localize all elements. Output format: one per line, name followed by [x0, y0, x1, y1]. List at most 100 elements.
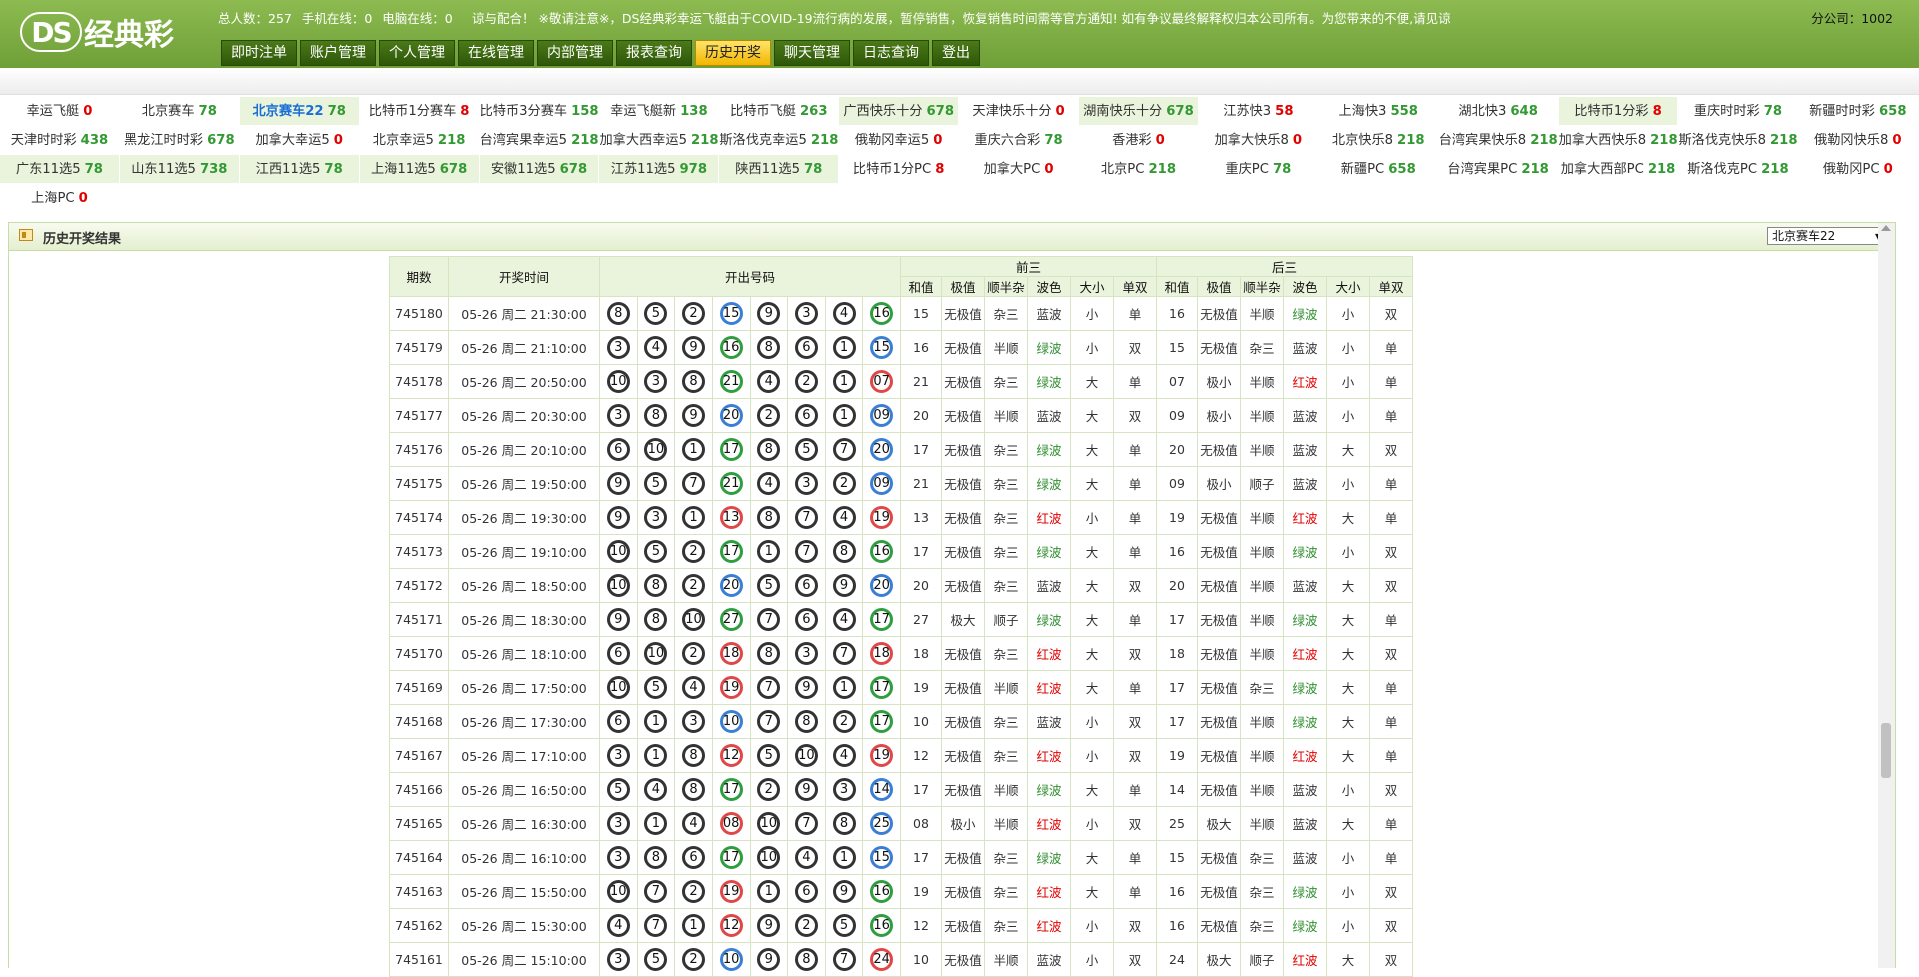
lottery-count: 78 — [803, 162, 823, 177]
ball-cell: 18 — [862, 636, 901, 671]
lottery-item[interactable]: 北京幸运5 218 — [359, 126, 480, 155]
lottery-name: 重庆六合彩 — [974, 133, 1041, 148]
ball-cell: 2 — [824, 466, 864, 501]
ball-cell: 14 — [862, 772, 901, 807]
table-row: 745161 05-26 周二 15:10:00 3 5 2 10 9 8 7 24 10 无极值 半顺… — [389, 942, 1413, 977]
nav-item-7[interactable]: 聊天管理 — [774, 40, 850, 66]
lottery-item[interactable]: 新疆时时彩 658 — [1798, 97, 1919, 126]
lottery-item[interactable]: 黑龙江时时彩 678 — [119, 126, 240, 155]
nav-item-0[interactable]: 即时注单 — [221, 40, 297, 66]
lottery-item[interactable]: 安徽11选5 678 — [479, 155, 600, 184]
lottery-item[interactable]: 比特币1分PC 8 — [839, 155, 960, 184]
time-cell: 05-26 周二 16:10:00 — [448, 840, 600, 875]
front3-cell: 无极值 — [941, 296, 985, 331]
time-cell: 05-26 周二 17:30:00 — [448, 704, 600, 739]
lottery-item[interactable]: 北京PC 218 — [1079, 155, 1199, 184]
time-cell: 05-26 周二 16:50:00 — [448, 772, 600, 807]
lottery-item[interactable]: 北京快乐8 218 — [1318, 126, 1439, 155]
ball-cell: 8 — [636, 398, 676, 433]
back3-cell: 小 — [1326, 874, 1370, 909]
back3-cell: 16 — [1156, 534, 1198, 569]
nav-item-4[interactable]: 内部管理 — [537, 40, 613, 66]
nav-item-5[interactable]: 报表查询 — [616, 40, 692, 66]
number-ball: 10 — [606, 676, 630, 699]
back3-cell: 无极值 — [1197, 874, 1241, 909]
lottery-item[interactable]: 北京赛车22 78 — [239, 97, 360, 126]
lottery-name: 黑龙江时时彩 — [124, 133, 204, 148]
lottery-item[interactable]: 斯洛伐克PC 218 — [1678, 155, 1799, 184]
front3-cell: 杂三 — [984, 296, 1028, 331]
lottery-item[interactable]: 俄勒冈快乐8 0 — [1798, 126, 1919, 155]
lottery-item[interactable]: 江西11选5 78 — [239, 155, 360, 184]
lottery-item[interactable]: 台湾宾果PC 218 — [1438, 155, 1559, 184]
lottery-item[interactable]: 湖北快3 648 — [1438, 97, 1559, 126]
front3-cell: 无极值 — [941, 330, 985, 365]
lottery-count: 78 — [198, 104, 217, 119]
nav-item-9[interactable]: 登出 — [932, 40, 980, 66]
lottery-item[interactable]: 俄勒冈PC 0 — [1798, 155, 1919, 184]
lottery-item[interactable]: 幸运飞艇新 138 — [599, 97, 720, 126]
lottery-item[interactable]: 比特币1分彩 8 — [1558, 97, 1679, 126]
lottery-item[interactable]: 幸运飞艇 0 — [0, 97, 120, 126]
lottery-item[interactable]: 江苏11选5 978 — [599, 155, 720, 184]
lottery-item[interactable]: 重庆六合彩 78 — [959, 126, 1080, 155]
nav-item-2[interactable]: 个人管理 — [379, 40, 455, 66]
lottery-item[interactable]: 北京赛车 78 — [119, 97, 240, 126]
time-cell: 05-26 周二 19:50:00 — [448, 466, 600, 501]
lottery-item[interactable]: 比特币3分赛车 158 — [479, 97, 600, 126]
ball-cell: 9 — [749, 908, 789, 943]
lottery-item[interactable]: 重庆PC 78 — [1198, 155, 1319, 184]
issue-cell: 745175 — [389, 466, 449, 501]
ball-cell: 4 — [749, 466, 789, 501]
scroll-up-icon[interactable] — [1881, 225, 1891, 231]
lottery-item[interactable]: 加拿大西快乐8 218 — [1558, 126, 1679, 155]
lottery-item[interactable]: 斯洛伐克幸运5 218 — [719, 126, 840, 155]
back3-cell: 无极值 — [1197, 330, 1241, 365]
nav-item-1[interactable]: 账户管理 — [300, 40, 376, 66]
lottery-item[interactable]: 加拿大西幸运5 218 — [599, 126, 720, 155]
back3-col-3: 波色 — [1283, 276, 1327, 297]
lottery-item[interactable]: 比特币飞艇 263 — [719, 97, 840, 126]
lottery-item[interactable]: 江苏快3 58 — [1198, 97, 1319, 126]
scrollbar[interactable] — [1878, 223, 1895, 968]
ball-cell: 7 — [824, 432, 864, 467]
lottery-item[interactable]: 香港彩 0 — [1079, 126, 1199, 155]
lottery-item[interactable]: 台湾宾果幸运5 218 — [479, 126, 600, 155]
back3-cell: 绿波 — [1283, 874, 1327, 909]
ball-cell: 7 — [674, 466, 713, 501]
lottery-item[interactable]: 斯洛伐克快乐8 218 — [1678, 126, 1799, 155]
lottery-item[interactable]: 重庆时时彩 78 — [1678, 97, 1799, 126]
lottery-item[interactable]: 广西快乐十分 678 — [839, 97, 960, 126]
lottery-item[interactable]: 天津快乐十分 0 — [959, 97, 1080, 126]
table-row: 745171 05-26 周二 18:30:00 9 8 10 27 7 6 4 17 27 极大 顺子… — [389, 602, 1413, 637]
front3-cell: 绿波 — [1027, 364, 1071, 399]
sub-bar — [0, 68, 1919, 95]
front3-cell: 单 — [1113, 772, 1157, 807]
table-row: 745177 05-26 周二 20:30:00 3 8 9 20 2 6 1 09 20 无极值 半顺… — [389, 398, 1413, 433]
front3-cell: 红波 — [1027, 738, 1071, 773]
lottery-item[interactable]: 上海快3 558 — [1318, 97, 1439, 126]
nav-item-6[interactable]: 历史开奖 — [695, 40, 771, 66]
lottery-item[interactable]: 加拿大幸运5 0 — [239, 126, 360, 155]
lottery-item[interactable]: 山东11选5 738 — [119, 155, 240, 184]
scroll-thumb[interactable] — [1881, 723, 1891, 778]
lottery-item[interactable]: 俄勒冈幸运5 0 — [839, 126, 960, 155]
lottery-item[interactable]: 加拿大PC 0 — [959, 155, 1080, 184]
ball-cell: 10 — [711, 942, 751, 977]
lottery-item[interactable]: 新疆PC 658 — [1318, 155, 1439, 184]
nav-item-3[interactable]: 在线管理 — [458, 40, 534, 66]
lottery-item[interactable]: 广东11选5 78 — [0, 155, 120, 184]
lottery-item[interactable]: 湖南快乐十分 678 — [1079, 97, 1199, 126]
lottery-item[interactable]: 天津时时彩 438 — [0, 126, 120, 155]
lottery-name: 比特币1分彩 — [1574, 104, 1649, 119]
nav-item-8[interactable]: 日志查询 — [853, 40, 929, 66]
lottery-item[interactable]: 加拿大西部PC 218 — [1558, 155, 1679, 184]
lottery-item[interactable]: 台湾宾果快乐8 218 — [1438, 126, 1559, 155]
lottery-item[interactable]: 比特币1分赛车 8 — [359, 97, 480, 126]
lottery-select[interactable]: 北京赛车22 — [1767, 227, 1887, 245]
lottery-count: 218 — [690, 133, 719, 148]
lottery-item[interactable]: 陕西11选5 78 — [719, 155, 840, 184]
lottery-item[interactable]: 加拿大快乐8 0 — [1198, 126, 1319, 155]
lottery-item[interactable]: 上海PC 0 — [0, 184, 120, 213]
lottery-item[interactable]: 上海11选5 678 — [359, 155, 480, 184]
